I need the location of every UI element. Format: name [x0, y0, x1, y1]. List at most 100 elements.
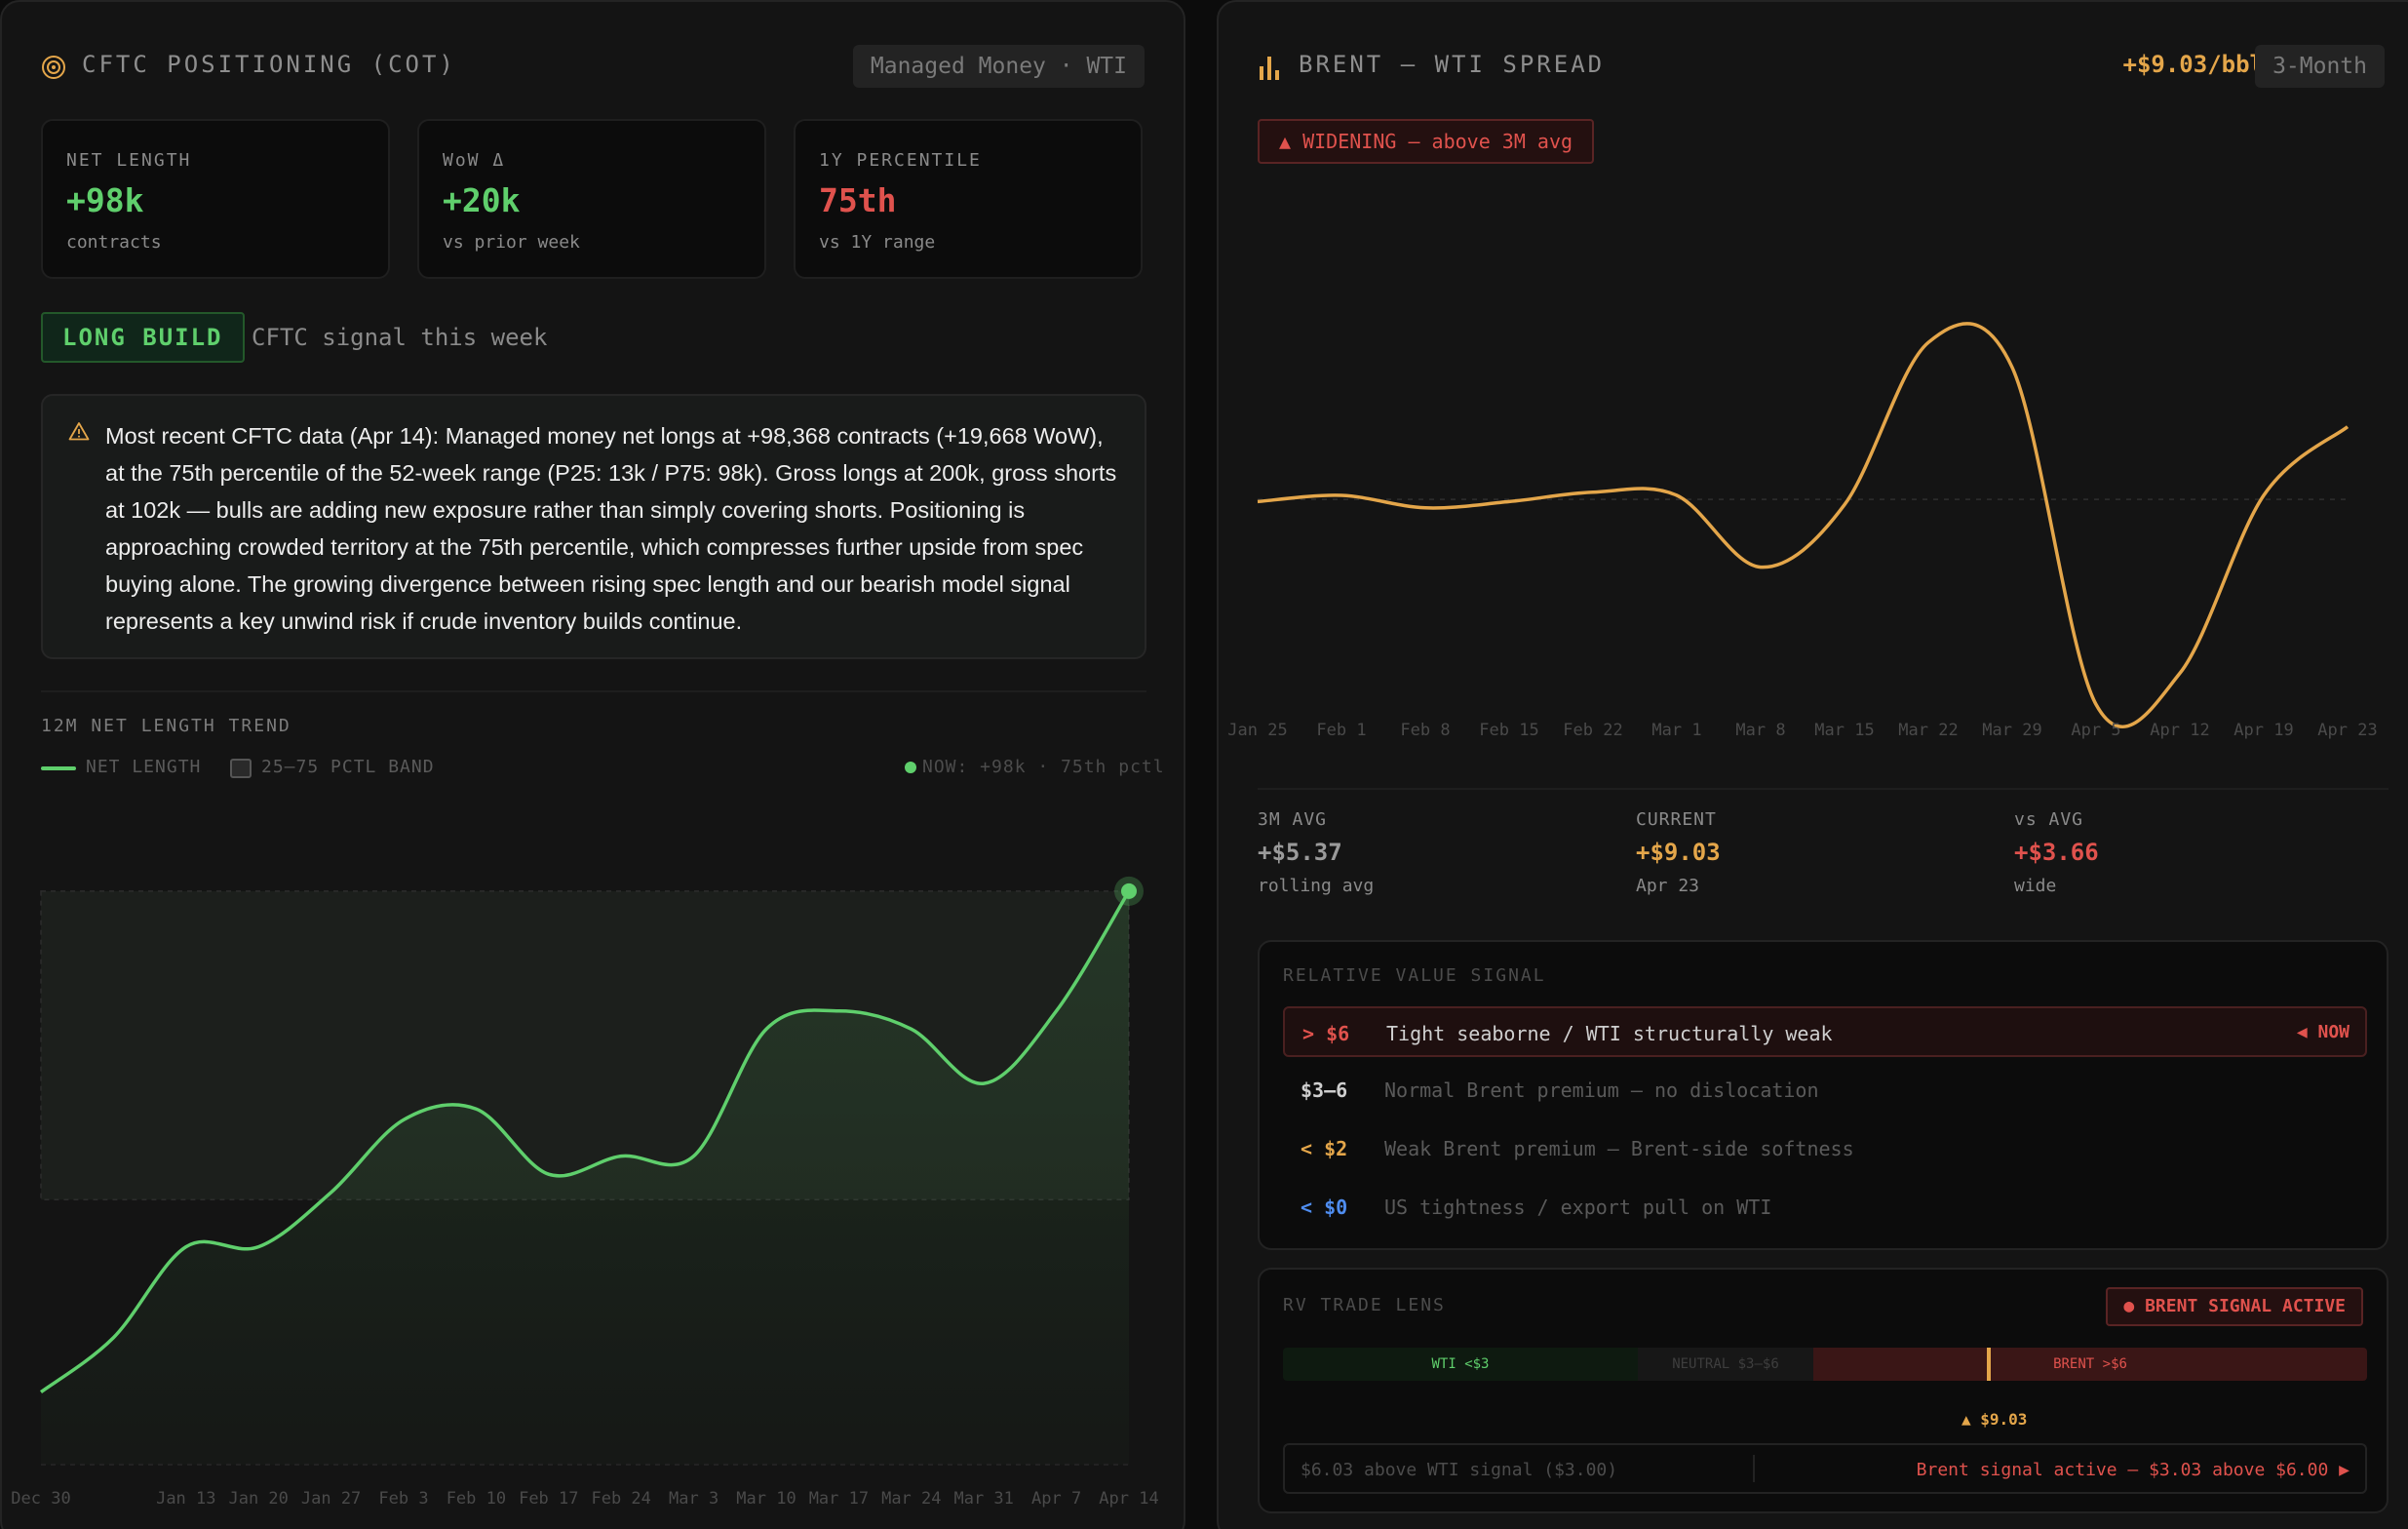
last-point — [1121, 882, 1137, 899]
lens-segment-neutral: NEUTRAL $3–$6 — [1638, 1348, 1813, 1381]
commentary-text: Most recent CFTC data (Apr 14): Managed … — [105, 423, 1117, 634]
current-spread: +$9.03/bbl — [2122, 51, 2265, 78]
lens-bar: WTI <$3 NEUTRAL $3–$6 BRENT >$6 — [1283, 1348, 2367, 1381]
legend-band-swatch — [230, 759, 252, 778]
x-tick-label: Mar 17 — [809, 1489, 869, 1509]
lens-right-note: Brent signal active — $3.03 above $6.00 … — [1916, 1460, 2350, 1480]
x-tick-label: Feb 8 — [1400, 721, 1450, 740]
x-tick-label: Mar 29 — [1982, 721, 2041, 740]
rv-key: $3–6 — [1301, 1078, 1348, 1102]
stat-sub: vs prior week — [443, 232, 580, 253]
x-tick-label: Feb 17 — [519, 1489, 578, 1509]
x-tick-label: Apr 5 — [2071, 721, 2120, 740]
x-tick-label: Mar 3 — [669, 1489, 719, 1509]
stat-sub: contracts — [66, 232, 162, 253]
lens-marker-line — [1987, 1348, 1991, 1381]
warning-icon — [68, 422, 90, 441]
trend-label: 12M NET LENGTH TREND — [41, 716, 291, 736]
rv-desc: Weak Brent premium — Brent-side softness — [1384, 1137, 1854, 1160]
divider — [41, 690, 1146, 692]
x-tick-label: Jan 27 — [301, 1489, 361, 1509]
summary-sub: rolling avg — [1258, 876, 1375, 896]
legend-now: NOW: +98k · 75th pctl — [922, 757, 1165, 777]
stat-label: WoW Δ — [443, 150, 506, 171]
rv-key: < $2 — [1301, 1137, 1348, 1160]
x-tick-label: Mar 1 — [1651, 721, 1701, 740]
x-tick-label: Apr 23 — [2317, 721, 2377, 740]
widening-alert: ▲ WIDENING — above 3M avg — [1258, 119, 1595, 164]
summary-sub: Apr 23 — [1636, 876, 1700, 896]
rv-title: RELATIVE VALUE SIGNAL — [1283, 965, 1546, 986]
x-tick-label: Apr 19 — [2233, 721, 2293, 740]
summary-label: CURRENT — [1636, 809, 1717, 830]
percentile-card: 1Y PERCENTILE 75th vs 1Y range — [794, 119, 1143, 279]
rv-key: > $6 — [1302, 1022, 1350, 1045]
note-separator — [1753, 1455, 1755, 1482]
x-tick-label: Dec 30 — [11, 1489, 70, 1509]
x-tick-label: Feb 15 — [1479, 721, 1538, 740]
current-value: +$9.03 — [1636, 839, 1721, 866]
x-tick-label: Mar 15 — [1814, 721, 1874, 740]
x-tick-label: Mar 22 — [1898, 721, 1958, 740]
avg-value: +$5.37 — [1258, 839, 1342, 866]
spread-line — [1257, 322, 2350, 729]
spread-chart: Jan 25 Feb 1 Feb 8 Feb 15 Feb 22 Mar 1 Mar 8 Ma… — [1227, 322, 2378, 740]
x-tick-label: Feb 1 — [1316, 721, 1366, 740]
x-tick-label: Jan 25 — [1227, 721, 1287, 740]
net-length-chart: Dec 30 Jan 13 Jan 20 Jan 27 Feb 3 Feb 10 Feb 1… — [11, 876, 1159, 1509]
rv-row-active[interactable]: > $6 Tight seaborne / WTI structurally w… — [1283, 1006, 2367, 1057]
lens-segment-wti: WTI <$3 — [1283, 1348, 1638, 1381]
managed-money-chip[interactable]: Managed Money · WTI — [852, 45, 1145, 88]
x-tick-label: Apr 12 — [2150, 721, 2209, 740]
legend-band: 25–75 PCTL BAND — [261, 757, 435, 777]
bar-chart-icon — [1260, 57, 1279, 80]
target-icon — [42, 56, 65, 79]
x-tick-label: Apr 14 — [1099, 1489, 1158, 1509]
summary-label: 3M AVG — [1258, 809, 1328, 830]
cftc-commentary: Most recent CFTC data (Apr 14): Managed … — [41, 394, 1146, 659]
net-length-line — [39, 889, 1131, 1393]
rv-row[interactable]: < $0 US tightness / export pull on WTI — [1283, 1182, 2367, 1233]
lens-left-note: $6.03 above WTI signal ($3.00) — [1301, 1460, 1618, 1480]
stat-label: 1Y PERCENTILE — [819, 150, 982, 171]
stat-value: +20k — [443, 181, 521, 219]
range-chip[interactable]: 3-Month — [2255, 45, 2385, 88]
rv-row[interactable]: < $2 Weak Brent premium — Brent-side sof… — [1283, 1123, 2367, 1174]
vs-avg-value: +$3.66 — [2014, 839, 2099, 866]
cftc-panel: CFTC POSITIONING (COT) Managed Money · W… — [0, 0, 1185, 1529]
x-tick-label: Jan 13 — [156, 1489, 215, 1509]
divider — [1258, 788, 2389, 790]
panel-title: BRENT – WTI SPREAD — [1299, 51, 1606, 78]
rv-row[interactable]: $3–6 Normal Brent premium — no dislocati… — [1283, 1065, 2367, 1116]
summary-label: vs AVG — [2014, 809, 2084, 830]
spread-panel: BRENT – WTI SPREAD +$9.03/bbl 3-Month ▲ … — [1217, 0, 2408, 1529]
legend-line-swatch — [41, 766, 76, 770]
now-tag: ◀ NOW — [2296, 1022, 2350, 1042]
summary-sub: wide — [2014, 876, 2057, 896]
x-tick-label: Feb 3 — [378, 1489, 428, 1509]
stat-label: NET LENGTH — [66, 150, 192, 171]
now-dot — [905, 762, 916, 773]
panel-title: CFTC POSITIONING (COT) — [82, 51, 456, 78]
lens-marker-label: ▲ $9.03 — [1961, 1410, 2028, 1429]
legend-net-length: NET LENGTH — [86, 757, 202, 777]
net-length-card: NET LENGTH +98k contracts — [41, 119, 390, 279]
net-length-area — [41, 890, 1129, 1465]
lens-segment-brent: BRENT >$6 — [1813, 1348, 2367, 1381]
x-tick-label: Mar 10 — [736, 1489, 796, 1509]
x-tick-label: Mar 24 — [881, 1489, 941, 1509]
long-build-badge: LONG BUILD — [41, 312, 245, 363]
relative-value-signal: RELATIVE VALUE SIGNAL > $6 Tight seaborn… — [1258, 940, 2389, 1250]
x-tick-label: Feb 24 — [591, 1489, 650, 1509]
rv-desc: Normal Brent premium — no dislocation — [1384, 1078, 1819, 1102]
rv-desc: Tight seaborne / WTI structurally weak — [1386, 1022, 1833, 1045]
lens-notes: $6.03 above WTI signal ($3.00) Brent sig… — [1283, 1443, 2367, 1494]
lens-title: RV TRADE LENS — [1283, 1295, 1446, 1315]
x-tick-label: Apr 7 — [1031, 1489, 1081, 1509]
x-tick-label: Mar 31 — [953, 1489, 1013, 1509]
stat-value: 75th — [819, 181, 897, 219]
rv-key: < $0 — [1301, 1196, 1348, 1219]
rv-trade-lens: RV TRADE LENS ● BRENT SIGNAL ACTIVE WTI … — [1258, 1268, 2389, 1513]
brent-signal-badge: ● BRENT SIGNAL ACTIVE — [2106, 1287, 2363, 1326]
stat-value: +98k — [66, 181, 144, 219]
